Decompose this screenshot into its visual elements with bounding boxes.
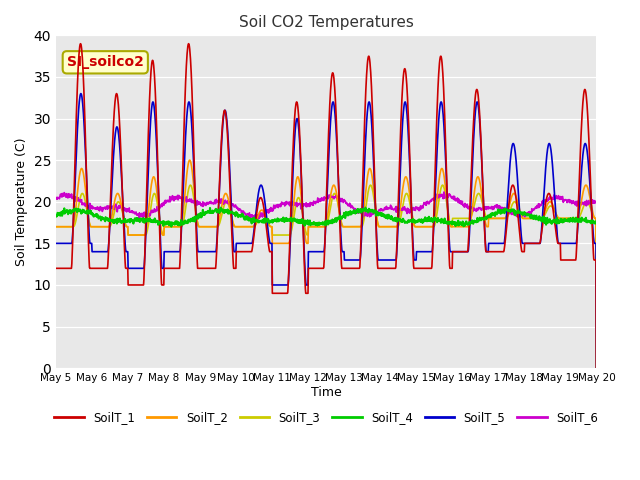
SoilT_1	[233, 249, 241, 254]
SoilT_2	[186, 157, 193, 163]
Line: SoilT_1: SoilT_1	[56, 44, 596, 368]
SoilT_5	[77, 91, 84, 96]
SoilT_6	[159, 202, 167, 208]
SoilT_3	[52, 224, 60, 229]
Legend: SoilT_1, SoilT_2, SoilT_3, SoilT_4, SoilT_5, SoilT_6: SoilT_1, SoilT_2, SoilT_3, SoilT_4, Soil…	[50, 407, 603, 429]
SoilT_5	[529, 240, 536, 246]
SoilT_3	[159, 232, 167, 238]
SoilT_5	[233, 240, 241, 246]
SoilT_1	[185, 41, 193, 47]
SoilT_5	[481, 230, 489, 236]
Title: Soil CO2 Temperatures: Soil CO2 Temperatures	[239, 15, 413, 30]
SoilT_2	[52, 224, 60, 229]
SoilT_4	[411, 217, 419, 223]
SoilT_3	[481, 210, 489, 216]
SoilT_1	[529, 240, 536, 246]
SoilT_2	[593, 365, 600, 371]
SoilT_3	[233, 224, 241, 229]
SoilT_6	[410, 205, 418, 211]
SoilT_6	[481, 204, 489, 210]
SoilT_6	[233, 205, 241, 211]
SoilT_4	[529, 214, 537, 219]
SoilT_4	[52, 214, 60, 219]
SoilT_4	[159, 221, 167, 227]
SoilT_6	[529, 207, 537, 213]
SoilT_5	[593, 365, 600, 371]
SoilT_5	[159, 265, 167, 271]
SoilT_4	[481, 215, 489, 220]
SoilT_2	[529, 216, 536, 221]
SoilT_4	[362, 204, 369, 210]
SoilT_3	[187, 182, 195, 188]
SoilT_3	[410, 222, 418, 228]
SoilT_4	[233, 212, 241, 217]
SoilT_4	[173, 220, 180, 226]
SoilT_5	[410, 257, 418, 263]
SoilT_1	[410, 265, 418, 271]
Line: SoilT_5: SoilT_5	[56, 94, 596, 368]
SoilT_5	[173, 249, 180, 254]
Line: SoilT_6: SoilT_6	[56, 192, 596, 219]
SoilT_4	[593, 218, 600, 224]
Line: SoilT_4: SoilT_4	[56, 207, 596, 227]
SoilT_2	[410, 223, 418, 229]
SoilT_2	[233, 224, 241, 229]
Line: SoilT_2: SoilT_2	[56, 160, 596, 368]
SoilT_6	[253, 216, 260, 222]
SoilT_1	[159, 282, 167, 288]
SoilT_3	[529, 216, 536, 221]
SoilT_1	[172, 265, 180, 271]
SoilT_4	[168, 224, 175, 229]
SoilT_3	[593, 365, 600, 371]
SoilT_5	[52, 240, 60, 246]
SoilT_6	[52, 195, 60, 201]
Line: SoilT_3: SoilT_3	[56, 185, 596, 368]
SoilT_2	[159, 232, 167, 238]
Text: SI_soilco2: SI_soilco2	[67, 55, 144, 69]
SoilT_2	[481, 216, 489, 222]
Y-axis label: Soil Temperature (C): Soil Temperature (C)	[15, 137, 28, 266]
SoilT_6	[172, 193, 180, 199]
SoilT_2	[172, 224, 180, 229]
SoilT_1	[481, 234, 489, 240]
SoilT_6	[440, 189, 448, 195]
X-axis label: Time: Time	[311, 386, 342, 399]
SoilT_1	[52, 265, 60, 271]
SoilT_3	[172, 224, 180, 229]
SoilT_6	[593, 199, 600, 205]
SoilT_1	[593, 365, 600, 371]
